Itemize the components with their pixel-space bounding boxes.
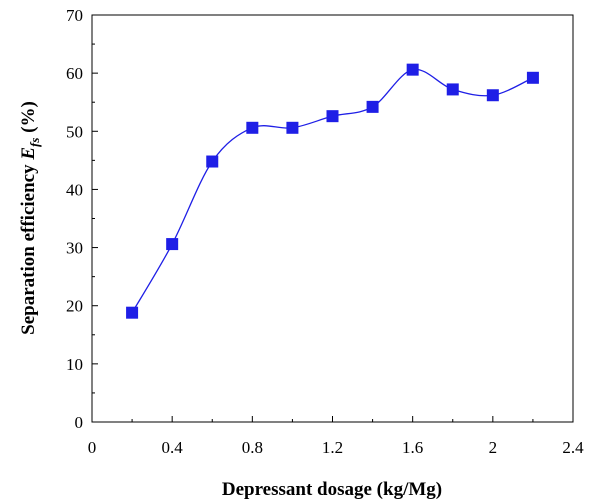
data-point-marker xyxy=(446,83,459,96)
y-tick-label: 30 xyxy=(66,239,83,258)
y-tick-label: 20 xyxy=(66,297,83,316)
x-tick-label: 2.4 xyxy=(562,438,584,457)
plot-frame xyxy=(91,14,574,423)
y-axis-ticks: 0 10 20 30 40 50 60 70 xyxy=(66,6,98,432)
series-layer xyxy=(126,63,539,319)
data-point-marker xyxy=(326,110,339,123)
y-axis-title-subscript: fs xyxy=(27,138,42,147)
data-point-marker xyxy=(246,121,259,134)
x-tick-label: 0.8 xyxy=(242,438,263,457)
y-axis-title: Separation efficiency Efs (%) xyxy=(18,101,42,335)
y-tick-label: 50 xyxy=(66,122,83,141)
y-tick-label: 0 xyxy=(75,413,84,432)
y-axis-title-text: Separation efficiency xyxy=(18,160,39,335)
x-axis-ticks: 0 0.4 0.8 1.2 1.6 2 2.4 xyxy=(88,416,584,457)
data-point-marker xyxy=(166,238,179,251)
data-point-marker xyxy=(526,71,539,84)
x-tick-label: 0.4 xyxy=(162,438,184,457)
data-point-marker xyxy=(206,155,219,168)
data-point-marker xyxy=(486,89,499,102)
y-tick-label: 60 xyxy=(66,64,83,83)
data-point-marker xyxy=(406,63,419,76)
x-tick-label: 2 xyxy=(489,438,498,457)
x-axis-title: Depressant dosage (kg/Mg) xyxy=(222,479,442,500)
series-line xyxy=(131,68,534,314)
y-tick-label: 70 xyxy=(66,6,83,25)
y-axis-title-symbol: E xyxy=(18,147,39,161)
data-point-marker xyxy=(126,306,139,319)
data-point-marker xyxy=(366,100,379,113)
x-tick-label: 1.2 xyxy=(322,438,343,457)
x-tick-label: 1.6 xyxy=(402,438,423,457)
y-tick-label: 10 xyxy=(66,355,83,374)
y-tick-label: 40 xyxy=(66,180,83,199)
x-tick-label: 0 xyxy=(88,438,97,457)
data-point-marker xyxy=(286,121,299,134)
y-axis-title-unit: (%) xyxy=(18,101,39,137)
